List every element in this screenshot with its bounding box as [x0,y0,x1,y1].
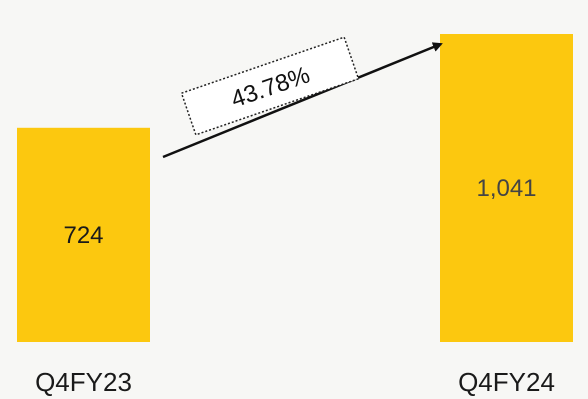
growth-arrow [162,42,443,159]
bar-value-label-q4fy23: 724 [63,222,103,249]
bar-value-label-q4fy24: 1,041 [476,175,536,202]
category-label-q4fy24: Q4FY24 [458,367,555,397]
bar-q4fy24 [440,34,573,342]
growth-annotation: 43.78% [180,36,360,136]
category-label-q4fy23: Q4FY23 [35,367,132,397]
bar-q4fy23 [17,127,150,342]
